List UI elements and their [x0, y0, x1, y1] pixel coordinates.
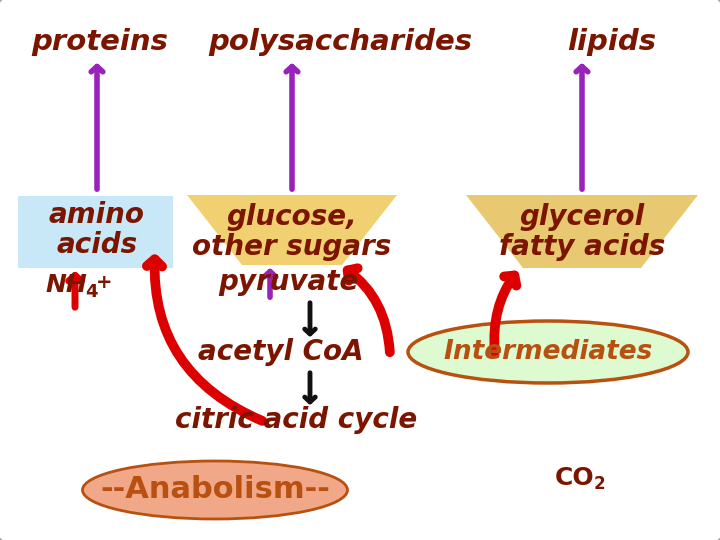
Ellipse shape: [83, 461, 348, 519]
Text: pyruvate: pyruvate: [218, 268, 359, 296]
Text: glycerol
fatty acids: glycerol fatty acids: [499, 203, 665, 261]
Text: lipids: lipids: [567, 28, 657, 56]
Text: glucose,
other sugars: glucose, other sugars: [192, 203, 392, 261]
Text: NH: NH: [45, 273, 86, 297]
Text: --Anabolism--: --Anabolism--: [100, 476, 330, 504]
Text: citric acid cycle: citric acid cycle: [175, 406, 418, 434]
Text: polysaccharides: polysaccharides: [208, 28, 472, 56]
Text: +: +: [96, 273, 112, 293]
FancyBboxPatch shape: [18, 196, 173, 268]
Text: Intermediates: Intermediates: [444, 339, 653, 365]
Polygon shape: [466, 195, 698, 268]
Text: 4: 4: [85, 283, 97, 301]
Text: CO: CO: [555, 466, 595, 490]
Text: 2: 2: [594, 475, 606, 493]
Text: acetyl CoA: acetyl CoA: [198, 338, 364, 366]
Polygon shape: [187, 195, 397, 265]
Text: amino
acids: amino acids: [49, 201, 145, 259]
Text: proteins: proteins: [32, 28, 168, 56]
Ellipse shape: [408, 321, 688, 383]
